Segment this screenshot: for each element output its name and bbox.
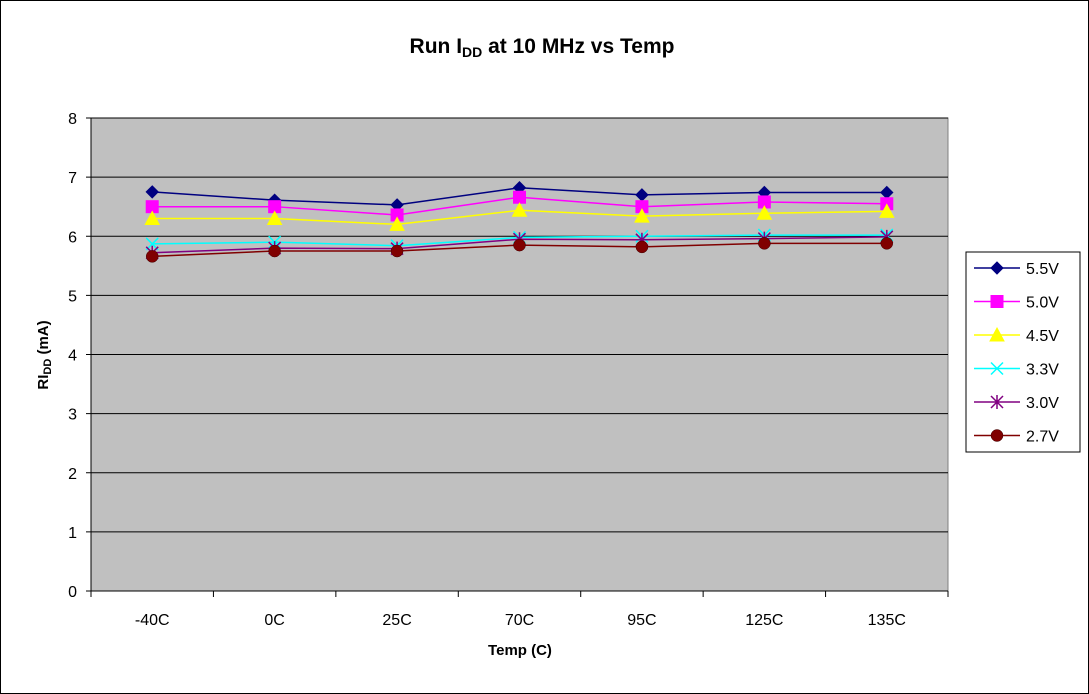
legend-label: 5.0V — [1026, 295, 1059, 312]
data-point — [758, 237, 771, 250]
y-tick-label: 5 — [68, 288, 77, 305]
data-point — [513, 238, 526, 252]
data-point — [634, 208, 650, 223]
legend-marker — [990, 395, 1004, 409]
legend-label: 4.5V — [1026, 328, 1059, 345]
data-point — [511, 202, 528, 217]
data-point — [268, 244, 281, 258]
legend-label: 3.0V — [1026, 395, 1059, 412]
legend-marker — [990, 429, 1004, 442]
legend-label: 3.3V — [1026, 362, 1059, 379]
y-tick-label: 7 — [68, 170, 77, 187]
series-2.7V — [145, 237, 894, 263]
x-tick-label: 135C — [868, 612, 906, 629]
legend-item: 5.0V — [974, 295, 1059, 312]
data-point — [389, 216, 405, 231]
y-axis-title: RIDD (mA) — [35, 320, 54, 389]
data-point — [756, 205, 773, 220]
data-point — [635, 240, 649, 254]
y-tick-label: 0 — [68, 584, 77, 601]
data-point — [513, 190, 526, 204]
legend-marker — [990, 295, 1004, 308]
data-point — [145, 250, 159, 263]
y-tick-label: 4 — [68, 348, 77, 365]
x-tick-label: 95C — [627, 612, 656, 629]
series-4.5V — [144, 202, 895, 231]
legend-label: 5.5V — [1026, 261, 1059, 278]
chart-title: Run IDD at 10 MHz vs Temp — [410, 35, 675, 60]
x-axis-title: Temp (C) — [488, 642, 552, 659]
series-layer — [144, 181, 895, 263]
legend-marker — [990, 261, 1004, 275]
legend-item: 4.5V — [974, 326, 1059, 345]
data-point — [266, 210, 283, 226]
legend-label: 2.7V — [1026, 429, 1059, 446]
data-point — [390, 244, 404, 258]
legend-box — [965, 251, 1081, 453]
y-tick-label: 1 — [68, 525, 77, 542]
data-point — [145, 185, 159, 199]
y-tick-label: 8 — [68, 111, 77, 128]
data-point — [878, 203, 895, 218]
y-tick-labels: 0 1 2 3 4 5 6 7 8 — [68, 111, 91, 601]
x-tick-label: 125C — [745, 612, 783, 629]
grid-lines — [91, 117, 948, 533]
y-tick-label: 2 — [68, 466, 77, 483]
data-point — [144, 210, 161, 226]
x-tick-label: 70C — [505, 612, 534, 629]
legend-marker — [989, 326, 1005, 342]
y-tick-label: 6 — [68, 229, 77, 246]
x-tick-label: 25C — [382, 612, 411, 629]
legend-item: 5.5V — [974, 261, 1059, 278]
legend-marker — [990, 361, 1004, 376]
x-tick-label: -40C — [135, 612, 170, 629]
x-tick-labels: -40C 0C 25C 70C 95C 125C 135C — [90, 591, 949, 629]
legend-item: 2.7V — [974, 429, 1059, 446]
y-tick-label: 3 — [68, 407, 77, 424]
legend-item: 3.0V — [974, 395, 1059, 412]
x-tick-label: 0C — [264, 612, 284, 629]
legend-items: 5.5V 5.0V 4.5V 3.3V 3.0V 2.7V — [974, 261, 1059, 446]
legend-item: 3.3V — [974, 362, 1059, 379]
legend: 5.5V 5.0V 4.5V 3.3V 3.0V 2.7V — [965, 251, 1081, 453]
data-point — [880, 237, 894, 250]
